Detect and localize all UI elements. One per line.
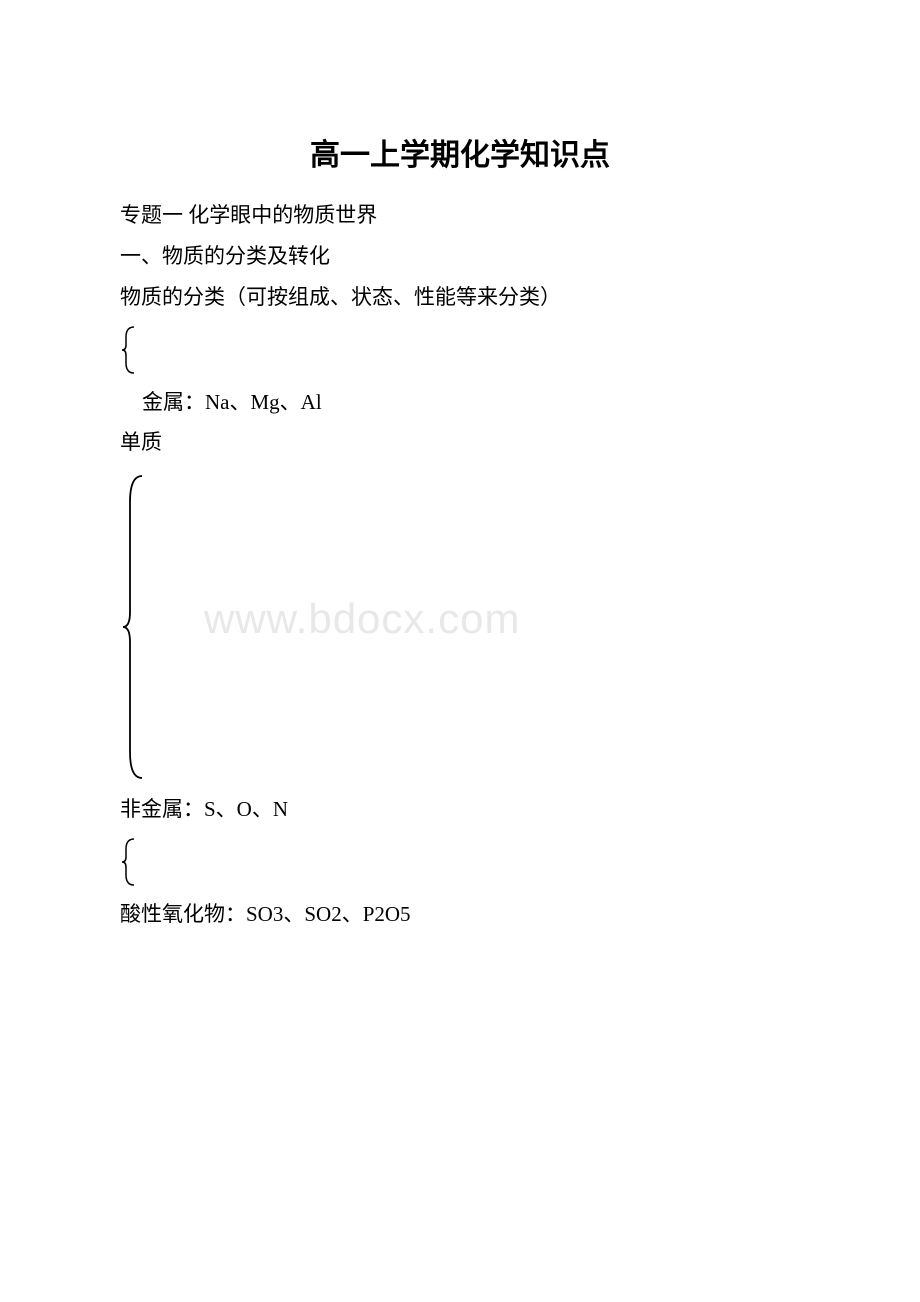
brace-icon — [120, 325, 800, 375]
subsection-line: 物质的分类（可按组成、状态、性能等来分类） — [120, 278, 800, 317]
danzhi-line: 单质 — [120, 423, 800, 462]
acidic-line: 酸性氧化物：SO3、SO2、P2O5 — [120, 895, 800, 934]
nonmetal-line: 非金属：S、O、N — [120, 790, 800, 829]
metal-line: 金属：Na、Mg、Al — [120, 383, 800, 422]
document-content: 高一上学期化学知识点 专题一 化学眼中的物质世界 一、物质的分类及转化 物质的分… — [120, 130, 800, 934]
topic-line: 专题一 化学眼中的物质世界 — [120, 196, 800, 235]
page-title: 高一上学期化学知识点 — [120, 130, 800, 174]
brace-icon-2 — [120, 837, 800, 887]
section-line: 一、物质的分类及转化 — [120, 237, 800, 276]
brace-large-icon — [120, 472, 800, 782]
